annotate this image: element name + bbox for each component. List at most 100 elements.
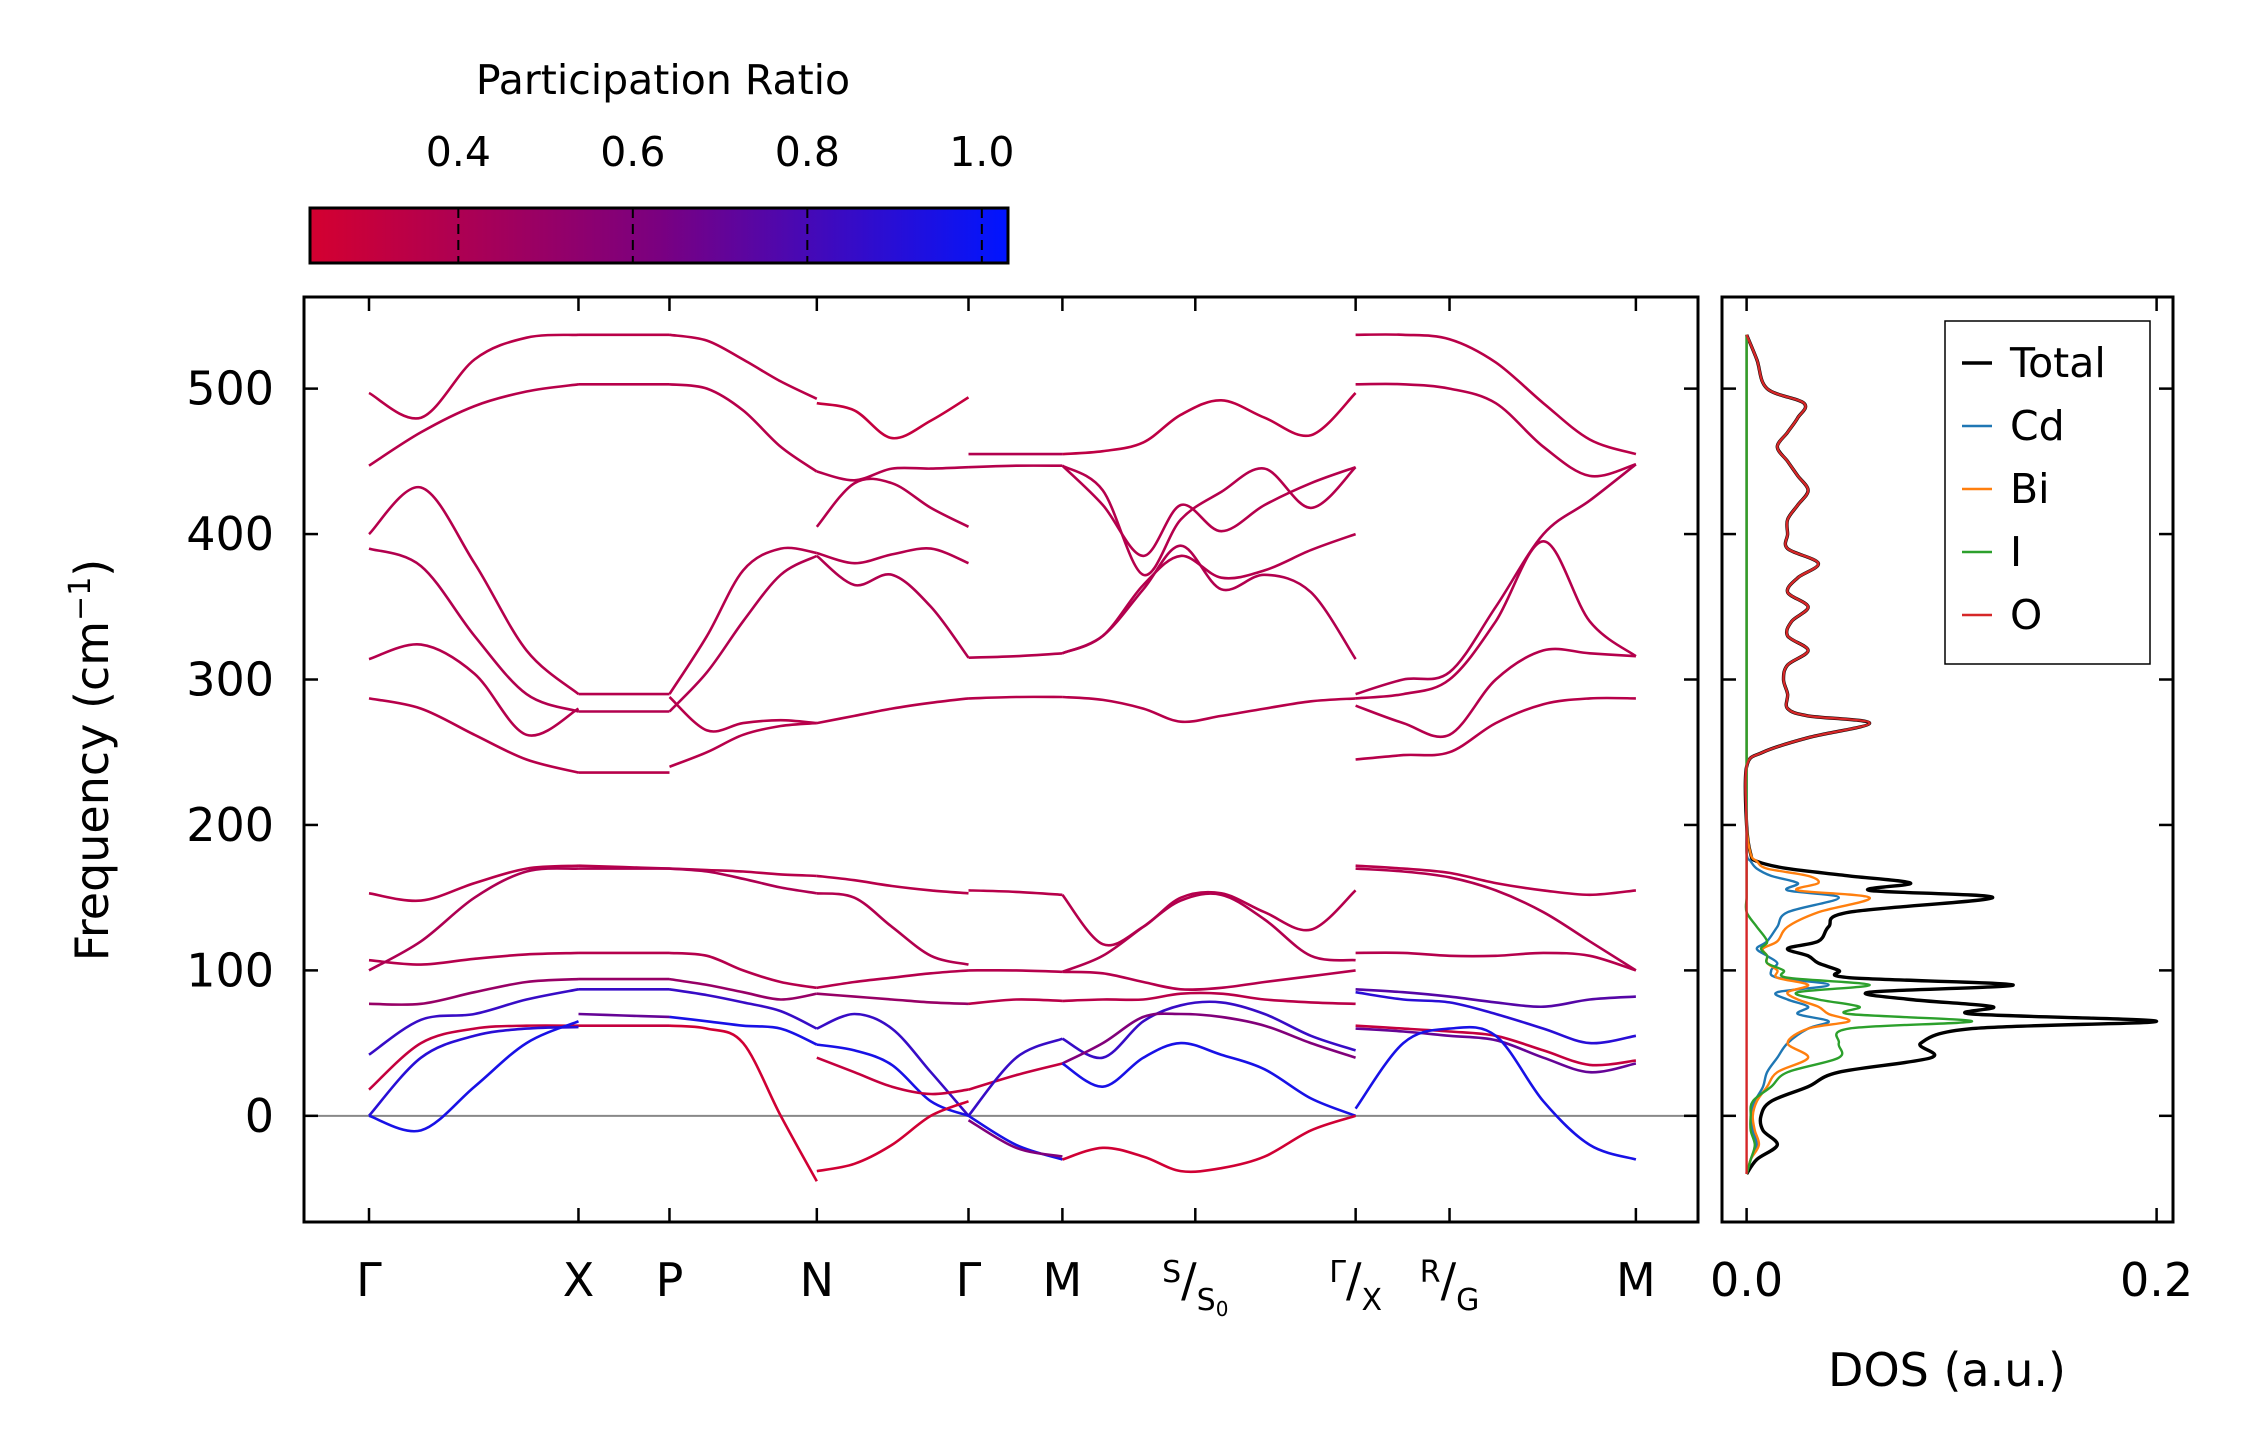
band-seg3-line-11 — [816, 1043, 969, 1118]
band-seg2-line-10 — [669, 988, 818, 1030]
band-y-axis-label-sup: −1 — [63, 577, 98, 621]
band-seg0-line-0 — [368, 333, 579, 420]
kpoint-label-1: X — [563, 1253, 595, 1307]
band-seg4-line-7 — [968, 1062, 1063, 1091]
colorbar-tick-label-0: 0.4 — [426, 128, 491, 176]
band-seg4-line-2 — [968, 652, 1063, 659]
legend-label-cd: Cd — [2010, 402, 2065, 450]
band-seg2-line-11 — [669, 1015, 818, 1046]
colorbar-ticks: 0.4 0.6 0.8 1.0 — [426, 128, 1014, 263]
colorbar-title: Participation Ratio — [476, 56, 850, 104]
band-seg2-line-3 — [668, 554, 818, 713]
band-seg5-line-10 — [1061, 1000, 1357, 1060]
dos-line-bi — [1745, 334, 1871, 1175]
band-x-ticks: Γ X P N Γ M S/S0Γ/XR/G M — [356, 297, 1656, 1321]
band-seg3-line-0 — [816, 396, 970, 440]
kpoint-label-8: R/G — [1420, 1253, 1480, 1318]
band-seg6-line-7 — [1355, 867, 1637, 972]
band-seg0-line-6 — [368, 864, 579, 903]
band-y-ticks: 0 100 200 300 400 500 — [186, 362, 1698, 1143]
kpoint-label-7-slash: / — [1346, 1253, 1362, 1307]
band-ytick-label-0: 0 — [245, 1089, 274, 1143]
band-seg5-line-0 — [1062, 392, 1357, 456]
band-seg0-line-10 — [368, 988, 579, 1056]
band-seg0-line-12 — [368, 1025, 579, 1117]
band-seg3-line-4 — [815, 554, 970, 659]
band-seg4-line-9 — [967, 1114, 1063, 1161]
kpoint-label-6-bottom: S — [1197, 1283, 1216, 1318]
band-seg0-line-9 — [368, 977, 579, 1006]
colorbar-gradient — [308, 206, 1010, 265]
band-seg0-line-2 — [368, 486, 580, 696]
band-seg6-line-5 — [1355, 696, 1636, 761]
kpoint-label-7-bottom: X — [1361, 1283, 1382, 1318]
kpoint-label-3: N — [800, 1253, 834, 1307]
band-y-axis-label: Frequency (cm−1) — [63, 559, 119, 962]
kpoint-label-8-slash: / — [1441, 1253, 1457, 1307]
band-ytick-label-1: 100 — [186, 943, 274, 997]
band-ytick-label-5: 500 — [186, 362, 274, 416]
band-seg2-line-7 — [669, 867, 818, 895]
band-seg4-line-1 — [968, 464, 1063, 469]
legend-label-o: O — [2010, 591, 2042, 639]
band-seg6-line-3 — [1355, 539, 1637, 700]
band-seg2-line-1 — [669, 383, 818, 473]
dos-xtick-label-1: 0.2 — [2120, 1253, 2193, 1307]
band-seg4-line-3 — [968, 695, 1063, 700]
band-seg6-line-13 — [1354, 1025, 1637, 1161]
band-seg5-line-4 — [1061, 544, 1357, 660]
kpoint-label-6-top: S — [1162, 1255, 1181, 1290]
band-seg0-line-13 — [368, 1020, 579, 1133]
band-ytick-label-3: 300 — [186, 653, 274, 707]
band-seg3-line-1 — [816, 465, 969, 482]
kpoint-label-6-sub: 0 — [1216, 1297, 1229, 1321]
band-seg1-line-10 — [578, 1012, 670, 1019]
band-seg0-line-11 — [368, 1024, 579, 1091]
dos-xtick-label-0: 0.0 — [1710, 1253, 1783, 1307]
dos-line-i — [1744, 334, 1974, 1175]
band-seg5-line-9 — [1062, 991, 1356, 1006]
kpoint-label-4: Γ — [956, 1253, 982, 1307]
band-seg4-line-8 — [967, 1037, 1063, 1117]
colorbar-tick-label-1: 0.6 — [600, 128, 665, 176]
band-seg4-line-10 — [967, 1119, 1063, 1158]
band-seg3-line-9 — [816, 992, 969, 1006]
band-seg2-line-8 — [669, 951, 817, 990]
legend-label-bi: Bi — [2010, 465, 2050, 513]
band-seg6-line-2 — [1355, 463, 1637, 696]
kpoint-label-5: M — [1043, 1253, 1083, 1307]
dos-panel: 0.0 0.2 DOS (a.u.) Total Cd Bi IO — [1710, 295, 2193, 1397]
band-seg5-line-12 — [1061, 1041, 1357, 1118]
band-seg2-line-2 — [668, 546, 818, 695]
colorbar-tick-label-2: 0.8 — [775, 128, 840, 176]
band-seg6-line-1 — [1355, 382, 1637, 478]
dos-x-axis-label: DOS (a.u.) — [1828, 1343, 2066, 1397]
dos-ticks: 0.0 0.2 — [1710, 297, 2193, 1307]
kpoint-label-6: S/S0 — [1162, 1253, 1228, 1321]
kpoint-label-0: Γ — [356, 1253, 382, 1307]
band-seg3-line-7 — [816, 892, 969, 966]
kpoint-label-7-top: Γ — [1329, 1255, 1346, 1290]
band-seg6-line-9 — [1355, 988, 1636, 1009]
band-seg0-line-4 — [368, 643, 580, 737]
band-seg2-line-12 — [669, 1024, 818, 1182]
band-seg6-line-10 — [1355, 990, 1637, 1045]
band-seg3-line-13 — [816, 1056, 969, 1096]
band-y-axis-label-text: Frequency (cm — [65, 621, 119, 961]
band-seg4-line-6 — [968, 998, 1063, 1006]
kpoint-label-8-bottom: G — [1456, 1283, 1479, 1318]
band-seg3-line-6 — [816, 874, 969, 895]
band-seg0-line-1 — [368, 383, 579, 467]
band-seg2-line-4 — [668, 696, 817, 733]
band-seg5-line-8 — [1062, 969, 1356, 991]
kpoint-label-2: P — [656, 1253, 684, 1307]
kpoint-label-6-slash: / — [1181, 1253, 1197, 1307]
dos-lines — [1743, 334, 2159, 1175]
band-seg3-line-3 — [816, 547, 970, 565]
band-seg3-line-10 — [816, 1012, 970, 1117]
band-seg0-line-8 — [368, 867, 579, 972]
band-seg5-line-13 — [1062, 1114, 1357, 1174]
dos-legend-items: Total Cd Bi IO — [1962, 339, 2106, 639]
